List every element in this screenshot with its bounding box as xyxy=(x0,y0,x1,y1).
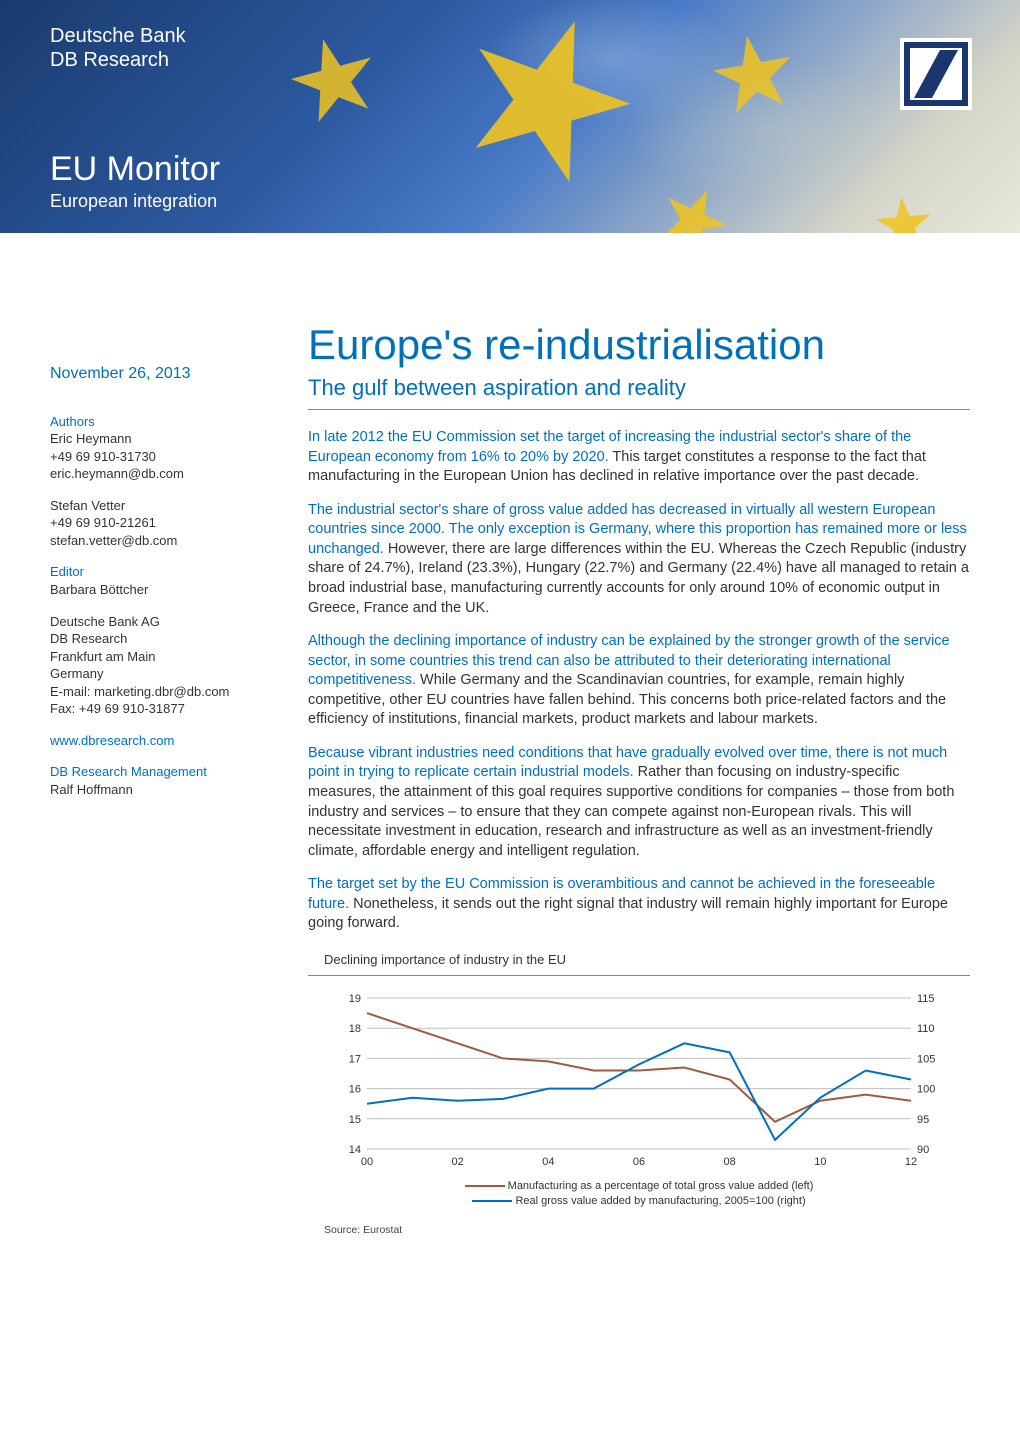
author-phone: +49 69 910-21261 xyxy=(50,514,280,532)
svg-text:02: 02 xyxy=(452,1156,464,1168)
author-entry: Stefan Vetter +49 69 910-21261 stefan.ve… xyxy=(50,497,280,550)
website-block: www.dbresearch.com xyxy=(50,732,280,750)
svg-text:06: 06 xyxy=(633,1156,645,1168)
svg-text:110: 110 xyxy=(917,1023,935,1035)
publication-series-subtitle: European integration xyxy=(50,191,220,212)
org-email-label: E-mail: xyxy=(50,684,90,699)
org-line: Germany xyxy=(50,665,280,683)
legend-label: Real gross value added by manufacturing,… xyxy=(515,1195,805,1207)
org-email-value: marketing.dbr@db.com xyxy=(94,684,229,699)
body-run: Nonetheless, it sends out the right sign… xyxy=(308,896,948,932)
svg-text:115: 115 xyxy=(917,993,935,1005)
svg-text:105: 105 xyxy=(917,1053,935,1065)
legend-swatch-icon xyxy=(472,1197,512,1205)
summary-paragraph: In late 2012 the EU Commission set the t… xyxy=(308,428,970,487)
banner-titles: EU Monitor European integration xyxy=(50,150,220,212)
author-email: stefan.vetter@db.com xyxy=(50,532,280,550)
db-logo-slash xyxy=(914,50,958,98)
title-rule xyxy=(308,409,970,410)
svg-text:04: 04 xyxy=(542,1156,554,1168)
chart-container: Declining importance of industry in the … xyxy=(308,952,970,1236)
editor-label: Editor xyxy=(50,563,280,581)
legend-label: Manufacturing as a percentage of total g… xyxy=(508,1180,814,1192)
management-block: DB Research Management Ralf Hoffmann xyxy=(50,763,280,798)
summary-paragraph: The target set by the EU Commission is o… xyxy=(308,875,970,934)
legend-swatch-icon xyxy=(465,1182,505,1190)
body-run: However, there are large differences wit… xyxy=(308,541,969,616)
author-name: Eric Heymann xyxy=(50,430,280,448)
author-email: eric.heymann@db.com xyxy=(50,465,280,483)
svg-text:17: 17 xyxy=(349,1053,361,1065)
summary-paragraph: The industrial sector's share of gross v… xyxy=(308,501,970,618)
org-line: DB Research xyxy=(50,630,280,648)
chart-rule xyxy=(308,975,970,976)
org-fax: Fax: +49 69 910-31877 xyxy=(50,700,280,718)
svg-text:100: 100 xyxy=(917,1084,935,1096)
svg-text:90: 90 xyxy=(917,1144,929,1156)
author-name: Stefan Vetter xyxy=(50,497,280,515)
authors-label: Authors xyxy=(50,413,280,431)
mgmt-name: Ralf Hoffmann xyxy=(50,781,280,799)
legend-item: Real gross value added by manufacturing,… xyxy=(308,1194,970,1209)
authors-block: Authors Eric Heymann +49 69 910-31730 er… xyxy=(50,413,280,483)
editor-block: Editor Barbara Böttcher xyxy=(50,563,280,598)
chart-title: Declining importance of industry in the … xyxy=(324,952,970,967)
chart-source: Source: Eurostat xyxy=(324,1224,970,1236)
org-line: Deutsche Bank AG xyxy=(50,613,280,631)
db-logo-icon xyxy=(900,38,972,110)
svg-text:95: 95 xyxy=(917,1114,929,1126)
brand-line1: Deutsche Bank xyxy=(50,24,186,48)
website-link[interactable]: www.dbresearch.com xyxy=(50,733,174,748)
header-banner: ★ ★ ★ ★ ★ Deutsche Bank DB Research EU M… xyxy=(0,0,1020,233)
page-body: November 26, 2013 Authors Eric Heymann +… xyxy=(0,233,1020,1266)
svg-text:10: 10 xyxy=(814,1156,826,1168)
summary-paragraph: Although the declining importance of ind… xyxy=(308,632,970,730)
svg-text:00: 00 xyxy=(361,1156,373,1168)
svg-text:16: 16 xyxy=(349,1084,361,1096)
eu-star-icon: ★ xyxy=(868,180,940,233)
legend-item: Manufacturing as a percentage of total g… xyxy=(308,1179,970,1194)
summary-paragraph: Because vibrant industries need conditio… xyxy=(308,744,970,861)
sidebar: November 26, 2013 Authors Eric Heymann +… xyxy=(50,321,280,1236)
main-content: Europe's re-industrialisation The gulf b… xyxy=(308,321,970,1236)
author-entry: Eric Heymann +49 69 910-31730 eric.heyma… xyxy=(50,430,280,483)
publication-date: November 26, 2013 xyxy=(50,363,280,385)
org-line: Frankfurt am Main xyxy=(50,648,280,666)
chart-legend: Manufacturing as a percentage of total g… xyxy=(308,1179,970,1210)
svg-text:19: 19 xyxy=(349,993,361,1005)
article-title: Europe's re-industrialisation xyxy=(308,321,970,369)
org-block: Deutsche Bank AG DB Research Frankfurt a… xyxy=(50,613,280,718)
publication-series-title: EU Monitor xyxy=(50,150,220,189)
mgmt-label: DB Research Management xyxy=(50,763,280,781)
svg-text:08: 08 xyxy=(724,1156,736,1168)
svg-text:14: 14 xyxy=(349,1144,361,1156)
author-phone: +49 69 910-31730 xyxy=(50,448,280,466)
svg-text:18: 18 xyxy=(349,1023,361,1035)
brand-line2: DB Research xyxy=(50,48,186,72)
svg-text:15: 15 xyxy=(349,1114,361,1126)
line-chart: 14 15 16 17 18 19 90 95 100 105 110 115 00 02 04 06 08 10… xyxy=(319,988,959,1173)
org-email: E-mail: marketing.dbr@db.com xyxy=(50,683,280,701)
svg-text:12: 12 xyxy=(905,1156,917,1168)
editor-name: Barbara Böttcher xyxy=(50,581,280,599)
article-subtitle: The gulf between aspiration and reality xyxy=(308,375,970,401)
brand-wordmark: Deutsche Bank DB Research xyxy=(50,24,186,72)
